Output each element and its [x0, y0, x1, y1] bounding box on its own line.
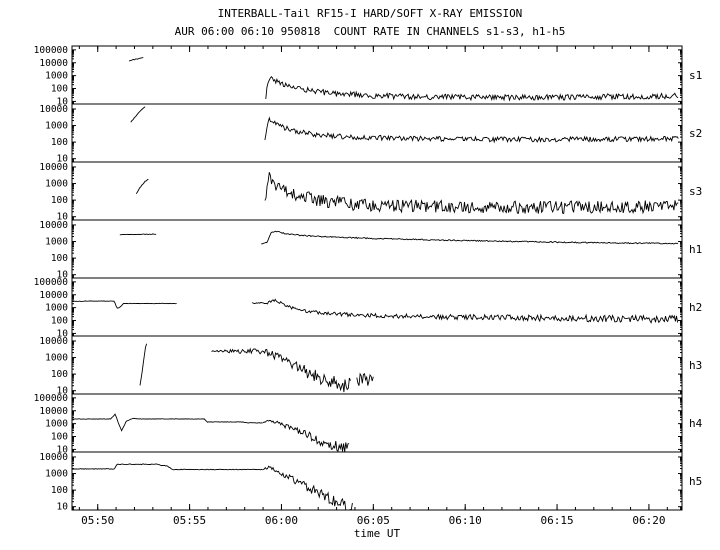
- y-tick-label: 1000: [45, 121, 68, 132]
- y-tick-label: 10: [57, 154, 69, 165]
- series-h3-seg2: [356, 372, 374, 386]
- series-s3-seg0: [135, 178, 149, 195]
- y-tick-label: 10000: [39, 336, 68, 347]
- panel-frame-h1: [71, 219, 683, 279]
- panel-h5: 10000 1000 100 10 h5: [39, 451, 702, 513]
- panel-frame-s2: [71, 103, 683, 163]
- series-h4-seg0: [71, 413, 263, 432]
- series-s2-seg0: [130, 106, 146, 123]
- y-tick-label: 100: [51, 253, 68, 264]
- y-tick-label: 10000: [39, 220, 68, 231]
- x-tick-label: 06:20: [632, 514, 665, 527]
- x-axis-label: time UT: [353, 527, 401, 540]
- y-tick-label: 10000: [39, 290, 68, 301]
- series-h1-seg1: [261, 230, 679, 245]
- y-tick-label: 100: [51, 316, 68, 327]
- y-tick-label: 10000: [39, 406, 68, 417]
- series-h1-seg0: [119, 233, 157, 236]
- y-ticks-h2: [72, 281, 682, 336]
- panel-frame-h4: [71, 393, 683, 453]
- x-tick-label: 06:15: [540, 514, 573, 527]
- series-s2-seg1: [264, 116, 679, 144]
- panel-label-h4: h4: [689, 417, 703, 430]
- y-tick-label: 100: [51, 137, 68, 148]
- series-h2-seg1: [251, 298, 679, 324]
- panel-frame-h5: [71, 451, 683, 511]
- panel-label-h3: h3: [689, 359, 702, 372]
- y-tick-label: 100: [51, 432, 68, 443]
- series-h5-seg0: [71, 463, 263, 471]
- panel-s3: 10000 1000 100 10 s3: [39, 161, 702, 223]
- y-tick-label: 10: [57, 212, 69, 223]
- panel-h1: 10000 1000 100 10 h1: [39, 219, 702, 281]
- y-tick-label: 10000: [39, 104, 68, 115]
- y-tick-label: 100000: [34, 45, 69, 56]
- y-tick-label: 100: [51, 195, 68, 206]
- y-ticks-h5: [72, 456, 682, 510]
- x-tick-label: 05:50: [81, 514, 114, 527]
- series-s3-seg1: [264, 172, 679, 215]
- y-ticks-s2: [72, 108, 682, 162]
- panel-label-s3: s3: [689, 185, 702, 198]
- y-tick-label: 10: [57, 270, 69, 281]
- series-s1-seg1: [265, 76, 679, 102]
- y-tick-label: 100000: [34, 277, 69, 288]
- y-tick-label: 100: [51, 84, 68, 95]
- x-axis: 05:50 05:55 06:00 06:05 06:10 06:15 06:20: [78, 46, 668, 527]
- y-ticks-h1: [72, 224, 682, 278]
- y-tick-label: 100: [51, 485, 68, 496]
- y-tick-label: 1000: [45, 469, 68, 480]
- y-tick-label: 100000: [34, 393, 69, 404]
- x-tick-label: 05:55: [173, 514, 206, 527]
- chart-subtitle: AUR 06:00 06:10 950818 COUNT RATE IN CHA…: [174, 25, 566, 38]
- series-h5-seg1: [262, 465, 353, 511]
- panel-h3: 10000 1000 100 10 h3: [39, 335, 702, 397]
- panel-frame-h3: [71, 335, 683, 395]
- series-h3-seg1: [211, 347, 351, 393]
- panel-s2: 10000 1000 100 10 s2: [39, 103, 702, 165]
- x-tick-label: 06:05: [357, 514, 390, 527]
- y-tick-label: 1000: [45, 353, 68, 364]
- panel-label-s1: s1: [689, 69, 702, 82]
- y-tick-label: 10: [57, 328, 69, 339]
- y-tick-label: 1000: [45, 419, 68, 430]
- panel-label-h1: h1: [689, 243, 702, 256]
- series-h2-seg0: [71, 300, 177, 309]
- y-tick-label: 10: [57, 386, 69, 397]
- y-tick-label: 10000: [39, 58, 68, 69]
- y-tick-label: 1000: [45, 303, 68, 314]
- y-tick-label: 1000: [45, 179, 68, 190]
- series-h4-seg1: [262, 419, 350, 453]
- y-tick-label: 100: [51, 369, 68, 380]
- y-ticks-h4: [72, 397, 682, 452]
- chart-title: INTERBALL-Tail RF15-I HARD/SOFT X-RAY EM…: [217, 7, 523, 20]
- panel-frame-h2: [71, 277, 683, 337]
- y-ticks-h3: [72, 340, 682, 394]
- y-tick-label: 10000: [39, 452, 68, 463]
- series-s1-seg0: [128, 57, 144, 62]
- x-tick-label: 06:10: [449, 514, 482, 527]
- panel-label-h2: h2: [689, 301, 702, 314]
- y-ticks-s3: [72, 166, 682, 220]
- y-tick-label: 1000: [45, 71, 68, 82]
- y-tick-label: 10: [57, 444, 69, 455]
- y-ticks-s1: [72, 49, 682, 104]
- series-h3-seg0: [139, 343, 148, 386]
- y-tick-label: 1000: [45, 237, 68, 248]
- x-tick-label: 06:00: [265, 514, 298, 527]
- y-tick-label: 10000: [39, 162, 68, 173]
- y-tick-label: 10: [57, 96, 69, 107]
- panel-label-h5: h5: [689, 475, 702, 488]
- y-tick-label: 10: [57, 502, 69, 513]
- panel-label-s2: s2: [689, 127, 702, 140]
